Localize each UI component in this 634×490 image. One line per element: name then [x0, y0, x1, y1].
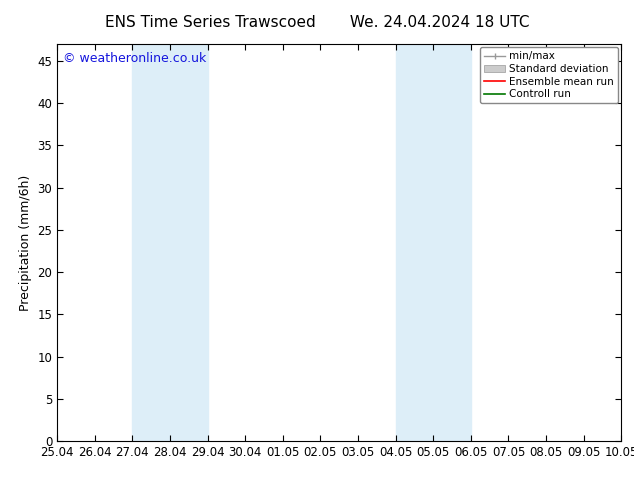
Bar [396, 44, 471, 441]
Text: © weatheronline.co.uk: © weatheronline.co.uk [63, 52, 206, 65]
Bar [133, 44, 207, 441]
Text: ENS Time Series Trawscoed       We. 24.04.2024 18 UTC: ENS Time Series Trawscoed We. 24.04.2024… [105, 15, 529, 30]
Legend: min/max, Standard deviation, Ensemble mean run, Controll run: min/max, Standard deviation, Ensemble me… [480, 47, 618, 103]
Y-axis label: Precipitation (mm/6h): Precipitation (mm/6h) [19, 174, 32, 311]
